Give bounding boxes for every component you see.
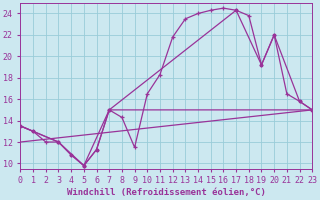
X-axis label: Windchill (Refroidissement éolien,°C): Windchill (Refroidissement éolien,°C) [67,188,266,197]
